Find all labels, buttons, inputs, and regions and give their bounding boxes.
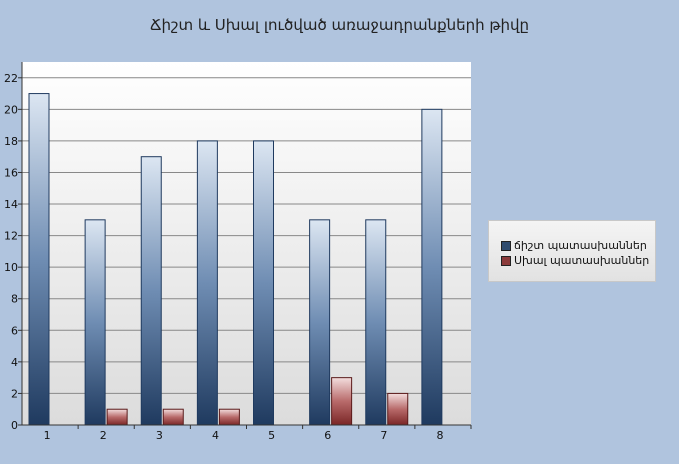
legend: ճիշտ պատասխաններ Սխալ պատասխաններ xyxy=(488,220,656,282)
x-tick-label: 8 xyxy=(436,429,443,442)
bar-wrong xyxy=(107,409,127,425)
x-tick-label: 5 xyxy=(268,429,275,442)
bar-correct xyxy=(85,220,105,425)
y-tick-label: 22 xyxy=(4,72,18,85)
x-tick-label: 3 xyxy=(156,429,163,442)
y-tick-label: 6 xyxy=(11,324,18,337)
legend-item: Սխալ պատասխաններ xyxy=(501,253,655,268)
y-tick-label: 12 xyxy=(4,230,18,243)
legend-swatch xyxy=(501,241,511,251)
legend-label: ճիշտ պատասխաններ xyxy=(514,239,647,252)
bar-correct xyxy=(310,220,330,425)
y-tick-label: 20 xyxy=(4,103,18,116)
y-tick-label: 10 xyxy=(4,261,18,274)
x-tick-label: 2 xyxy=(100,429,107,442)
bar-correct xyxy=(422,109,442,425)
x-tick-label: 1 xyxy=(44,429,51,442)
x-tick-label: 6 xyxy=(324,429,331,442)
y-tick-label: 0 xyxy=(11,419,18,432)
bar-wrong xyxy=(219,409,239,425)
bar-correct xyxy=(197,141,217,425)
bar-wrong xyxy=(163,409,183,425)
legend-item: ճիշտ պատասխաններ xyxy=(501,238,655,253)
legend-swatch xyxy=(501,256,511,266)
y-tick-label: 2 xyxy=(11,387,18,400)
y-tick-label: 8 xyxy=(11,293,18,306)
bar-correct xyxy=(366,220,386,425)
x-tick-label: 4 xyxy=(212,429,219,442)
y-tick-label: 16 xyxy=(4,166,18,179)
x-tick-label: 7 xyxy=(380,429,387,442)
bar-wrong xyxy=(332,378,352,425)
y-tick-label: 14 xyxy=(4,198,18,211)
legend-label: Սխալ պատասխաններ xyxy=(514,254,649,267)
bar-correct xyxy=(29,94,49,425)
y-tick-label: 18 xyxy=(4,135,18,148)
bar-correct xyxy=(141,157,161,425)
y-tick-label: 4 xyxy=(11,356,18,369)
bar-correct xyxy=(254,141,274,425)
bar-wrong xyxy=(388,393,408,425)
